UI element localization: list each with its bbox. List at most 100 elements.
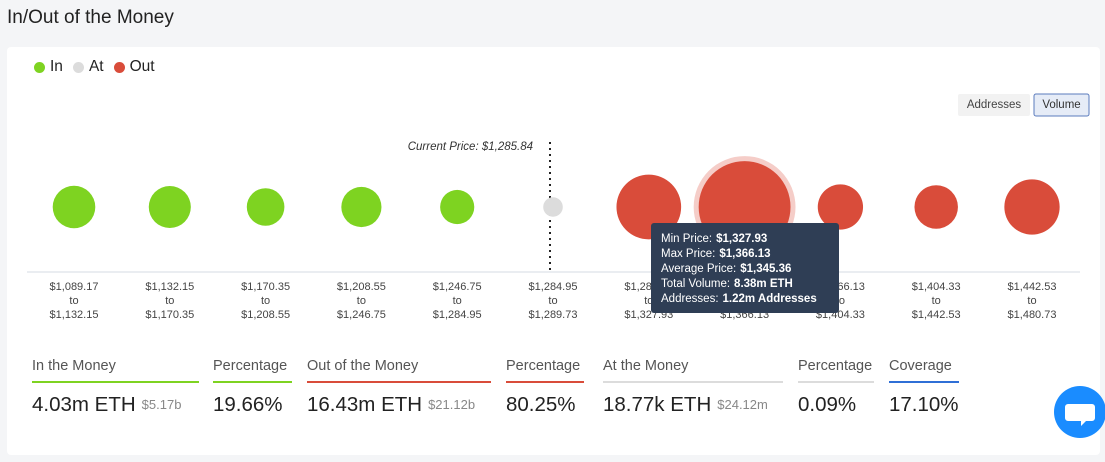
range-from: $1,246.75 <box>433 281 482 293</box>
range-joiner: to <box>453 295 462 307</box>
range-joiner: to <box>548 295 557 307</box>
range-from: $1,170.35 <box>241 281 290 293</box>
range-from: $1,442.53 <box>1008 281 1057 293</box>
summary-label: Coverage <box>889 358 952 374</box>
summary-value-main: 19.66% <box>213 393 283 416</box>
tooltip-label: Average Price: <box>661 263 736 275</box>
range-joiner: to <box>836 295 845 307</box>
summary-label: Out of the Money <box>307 358 419 374</box>
range-to: $1,289.73 <box>529 309 578 321</box>
range-joiner: to <box>932 295 941 307</box>
volume-button[interactable] <box>1033 93 1090 117</box>
summary-label: Percentage <box>213 358 287 374</box>
summary-underline <box>506 381 584 383</box>
summary-value-main: 18.77k ETH <box>603 393 711 416</box>
widget-title: In/Out of the Money <box>7 7 174 28</box>
range-joiner: to <box>644 295 653 307</box>
legend-label: In <box>50 58 63 75</box>
range-joiner: to <box>69 295 78 307</box>
bubble <box>246 188 285 226</box>
range-to: $1,132.15 <box>50 309 99 321</box>
tooltip-label: Total Volume: <box>661 278 730 290</box>
legend-dot <box>113 61 125 73</box>
range-to: $1,208.55 <box>241 309 290 321</box>
summary-label: Percentage <box>506 358 580 374</box>
summary-value: 80.25% <box>506 393 576 416</box>
legend-label: Out <box>129 58 155 75</box>
tooltip-value: 1.22m Addresses <box>723 293 817 305</box>
legend-label: At <box>88 58 104 75</box>
summary-value: 16.43m ETH $21.12b <box>307 393 475 416</box>
range-from: $1,284.95 <box>529 281 578 293</box>
legend-item[interactable]: Out <box>113 58 155 76</box>
range-from: $1,089.17 <box>50 281 99 293</box>
tooltip-value: $1,345.36 <box>740 263 791 275</box>
summary-label: At the Money <box>603 358 689 374</box>
summary-value-sub: $5.17b <box>142 397 182 412</box>
tooltip-value: 8.38m ETH <box>734 278 793 290</box>
bubble <box>543 197 563 217</box>
summary-underline <box>307 381 491 383</box>
summary-value: 19.66% <box>213 393 283 416</box>
bubble <box>341 186 382 228</box>
tooltip-label: Min Price: <box>661 233 712 245</box>
summary-value-main: 17.10% <box>889 393 959 416</box>
range-to: $1,170.35 <box>145 309 194 321</box>
range-joiner: to <box>261 295 270 307</box>
range-to: $1,246.75 <box>337 309 386 321</box>
tooltip-row: Average Price: $1,345.36 <box>661 263 791 275</box>
summary-underline <box>603 381 783 383</box>
summary-label: Percentage <box>798 358 872 374</box>
summary-value-main: 0.09% <box>798 393 856 416</box>
bubble <box>914 185 958 229</box>
tooltip-value: $1,327.93 <box>716 233 767 245</box>
range-joiner: to <box>165 295 174 307</box>
tooltip-value: $1,366.13 <box>719 248 770 260</box>
summary-underline <box>889 381 959 383</box>
range-to: $1,284.95 <box>433 309 482 321</box>
tooltip-label: Addresses: <box>661 293 719 305</box>
addresses-button-label[interactable]: Addresses <box>967 99 1022 111</box>
range-joiner: to <box>357 295 366 307</box>
current-price-label: Current Price: $1,285.84 <box>408 141 533 153</box>
summary-underline <box>213 381 292 383</box>
summary-value-main: 80.25% <box>506 393 576 416</box>
range-to: $1,442.53 <box>912 309 961 321</box>
summary-value: 17.10% <box>889 393 959 416</box>
tooltip-row: Addresses: 1.22m Addresses <box>661 293 817 305</box>
addresses-button[interactable] <box>958 94 1030 116</box>
range-to: $1,480.73 <box>1008 309 1057 321</box>
volume-button-label[interactable]: Volume <box>1042 99 1080 111</box>
legend: In At Out <box>34 58 155 76</box>
tooltip-label: Max Price: <box>661 248 715 260</box>
tooltip-row: Max Price: $1,366.13 <box>661 248 771 260</box>
card <box>7 47 1100 455</box>
summary-value: 0.09% <box>798 393 856 416</box>
summary-value-main: 4.03m ETH <box>32 393 136 416</box>
bubble <box>148 185 191 229</box>
tooltip-box <box>651 223 839 313</box>
summary-underline <box>32 381 199 383</box>
range-joiner: to <box>1027 295 1036 307</box>
range-from: $1,132.15 <box>145 281 194 293</box>
summary-value: 18.77k ETH $24.12m <box>603 393 768 416</box>
summary-value-main: 16.43m ETH <box>307 393 422 416</box>
summary: In the Money 4.03m ETH $5.17b Percentage 19.… <box>32 358 959 416</box>
summary-value-sub: $24.12m <box>717 397 768 412</box>
summary-value: 4.03m ETH $5.17b <box>32 393 181 416</box>
legend-dot <box>34 61 45 73</box>
bubble <box>52 185 96 229</box>
chat-icon[interactable] <box>1065 404 1095 426</box>
bubble <box>817 184 864 230</box>
summary-value-sub: $21.12b <box>428 397 475 412</box>
legend-item[interactable]: At <box>72 58 104 76</box>
legend-dot <box>72 61 84 73</box>
tooltip-row: Total Volume: 8.38m ETH <box>661 278 793 290</box>
summary-label: In the Money <box>32 358 117 374</box>
legend-item[interactable]: In <box>34 58 63 76</box>
bubble <box>1004 179 1060 235</box>
tooltip-row: Min Price: $1,327.93 <box>661 233 767 245</box>
range-from: $1,404.33 <box>912 281 961 293</box>
